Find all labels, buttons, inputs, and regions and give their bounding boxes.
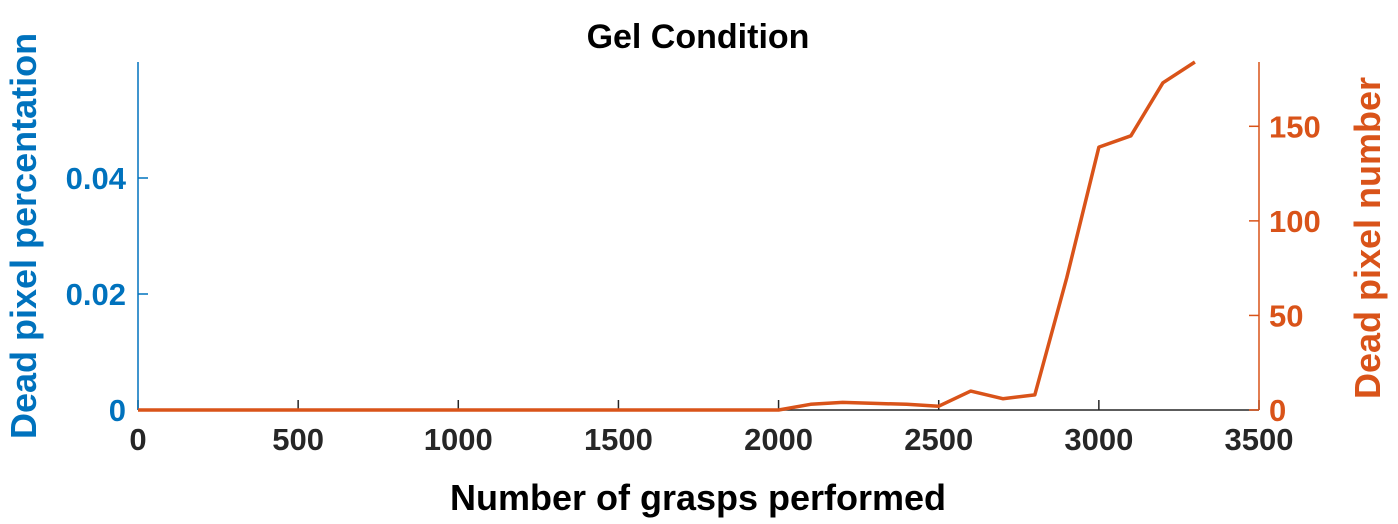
x-tick-label: 3500: [1225, 422, 1294, 457]
y-axis-left-label: Dead pixel percentation: [3, 33, 44, 439]
x-tick-label: 1500: [584, 422, 653, 457]
y-left-tick-label: 0.04: [66, 161, 127, 196]
y-right-tick-label: 150: [1269, 109, 1321, 144]
x-tick-label: 500: [272, 422, 324, 457]
y-axis-left: 0 0.02 0.04: [66, 62, 148, 428]
y-right-tick-label: 0: [1269, 393, 1286, 428]
x-axis-label: Number of grasps performed: [450, 477, 946, 518]
y-left-tick-label: 0: [109, 393, 126, 428]
x-tick-label: 3000: [1064, 422, 1133, 457]
y-axis-right-label: Dead pixel number: [1347, 77, 1388, 399]
x-tick-label: 2000: [744, 422, 813, 457]
y-axis-right: 0 50 100 150: [1249, 62, 1321, 428]
x-axis: 0 500 1000 1500 2000 2500 3000 3500: [129, 400, 1293, 457]
x-tick-label: 2500: [904, 422, 973, 457]
x-tick-label: 1000: [424, 422, 493, 457]
series-layer: [138, 60, 1196, 412]
x-tick-label: 0: [129, 422, 146, 457]
series-line: [138, 60, 1196, 412]
y-right-tick-label: 100: [1269, 204, 1321, 239]
y-right-tick-label: 50: [1269, 298, 1303, 333]
chart-title: Gel Condition: [587, 18, 810, 56]
y-left-tick-label: 0.02: [66, 277, 126, 312]
